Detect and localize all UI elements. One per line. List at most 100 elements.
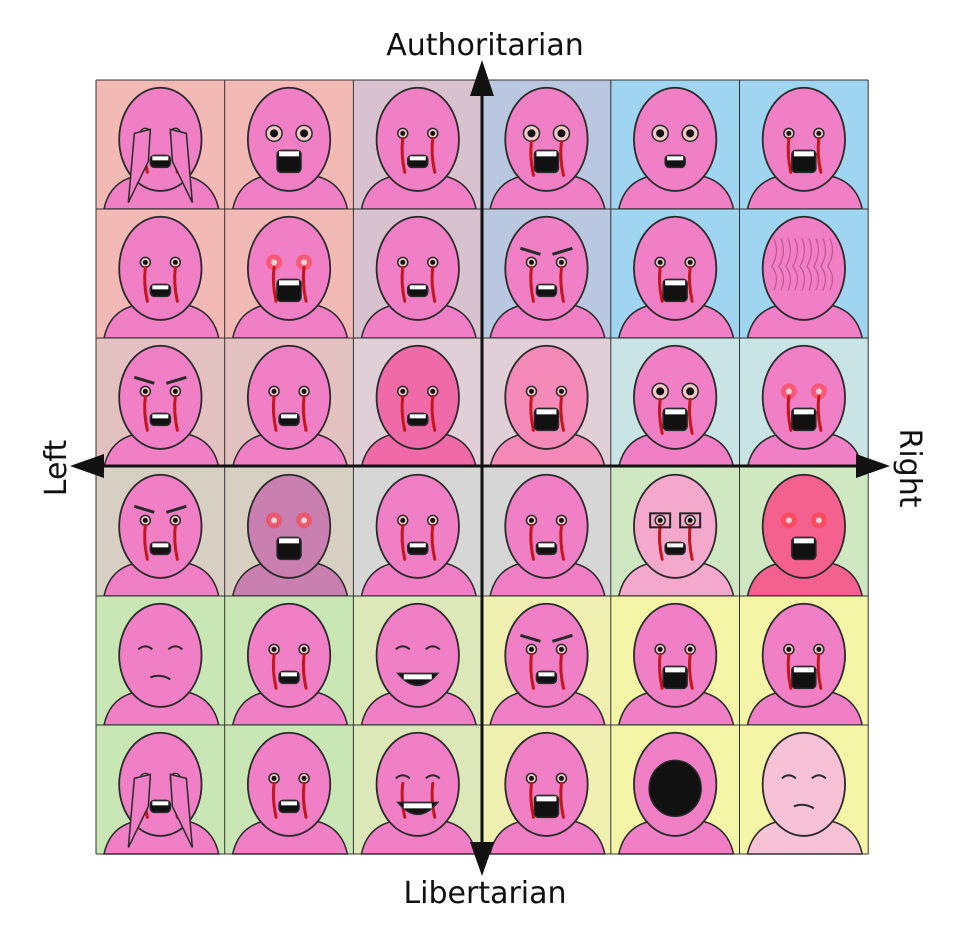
compass-cell [610,209,740,339]
compass-cell [739,725,869,855]
compass-cell [224,80,354,210]
compass-cell [353,725,483,855]
tear-streak [400,265,407,303]
wojak-head [761,344,846,450]
axis-label-right: Right [892,429,927,508]
eye-pupil [528,259,534,265]
eye-pupil [687,646,693,652]
wojak-head [504,86,589,192]
eye-pupil [271,646,277,652]
wojak-head [246,602,332,708]
eye-pupil [558,388,564,394]
arrow-left-icon [70,454,104,478]
teeth [279,151,300,157]
teeth [152,285,169,290]
wojak-head [633,602,718,708]
tear-streak [559,523,565,561]
teeth [409,156,426,161]
teeth [667,156,684,161]
compass-cell [96,209,225,339]
wojak-head [118,602,203,708]
angry-brow-icon [520,246,573,256]
compass-cell [224,338,354,468]
tear-streak [271,394,278,432]
wojak-head [118,215,203,321]
teeth [409,414,426,419]
tear-streak [529,781,535,819]
wojak-head [246,86,332,192]
compass-cell [96,596,225,726]
wojak-head [375,344,460,450]
brain-fold [792,238,798,291]
tear-streak [786,394,793,432]
eye-pupil [528,775,534,781]
compass-cell [739,209,869,339]
wojak-head [246,731,332,837]
compass-cell [610,80,740,210]
wojak-head [633,344,718,450]
teeth [281,801,298,806]
eye-pupil [528,388,534,394]
wojak-head [504,344,589,450]
eye-pupil [687,259,693,265]
closed-eye-icon [137,645,154,651]
tear-streak [400,136,407,174]
arrow-up-icon [470,60,494,96]
hand-icon [169,773,194,848]
compass-cell [96,338,225,468]
closed-eye-icon [167,645,184,651]
eye-pupil [815,517,822,524]
eye-pupil [142,517,148,523]
wojak-head [246,473,332,579]
eye-pupil [786,646,792,652]
compass-cell [610,338,740,468]
closed-eye-icon [395,774,411,780]
axis-label-left: Left [39,440,74,497]
compass-cell [610,725,740,855]
teeth [279,280,300,286]
teeth [152,543,169,548]
wojak-head [375,731,460,837]
compass-cell [482,80,611,210]
closed-eye-icon [811,774,827,780]
tear-streak [271,265,278,303]
eye-pupil [400,517,406,523]
compass-cell [739,338,869,468]
eye-pupil [301,775,307,781]
eye-pupil [785,517,792,524]
tear-streak [143,265,149,303]
teeth [793,538,814,544]
teeth [667,543,684,548]
compass-axes [70,60,890,876]
tear-streak [687,397,694,435]
wojak-head [633,86,718,192]
wojak-head [761,731,846,837]
wojak-head [633,473,718,579]
closed-eye-icon [395,645,411,651]
compass-cell [739,80,869,210]
tear-streak [559,781,565,819]
tear-streak [430,394,437,432]
eye-pupil [271,388,277,394]
tear-streak [173,523,179,561]
teeth [538,672,555,677]
eye-pupil [558,646,564,652]
eye-pupil [430,517,436,523]
eye-pupil [271,517,278,524]
teeth [152,156,169,161]
teeth [538,285,555,290]
compass-cell [482,338,611,468]
mouth-icon [149,674,171,681]
tear-streak [816,394,823,432]
tear-streak [786,136,793,174]
hand-icon [127,773,152,848]
tear-streak [430,265,437,303]
axis-label-authoritarian: Authoritarian [386,28,584,63]
teeth [409,285,426,290]
tear-streak [529,265,535,303]
eye-pupil [270,129,279,138]
arrow-right-icon [856,454,890,478]
teeth [536,151,557,157]
teeth [279,538,300,544]
